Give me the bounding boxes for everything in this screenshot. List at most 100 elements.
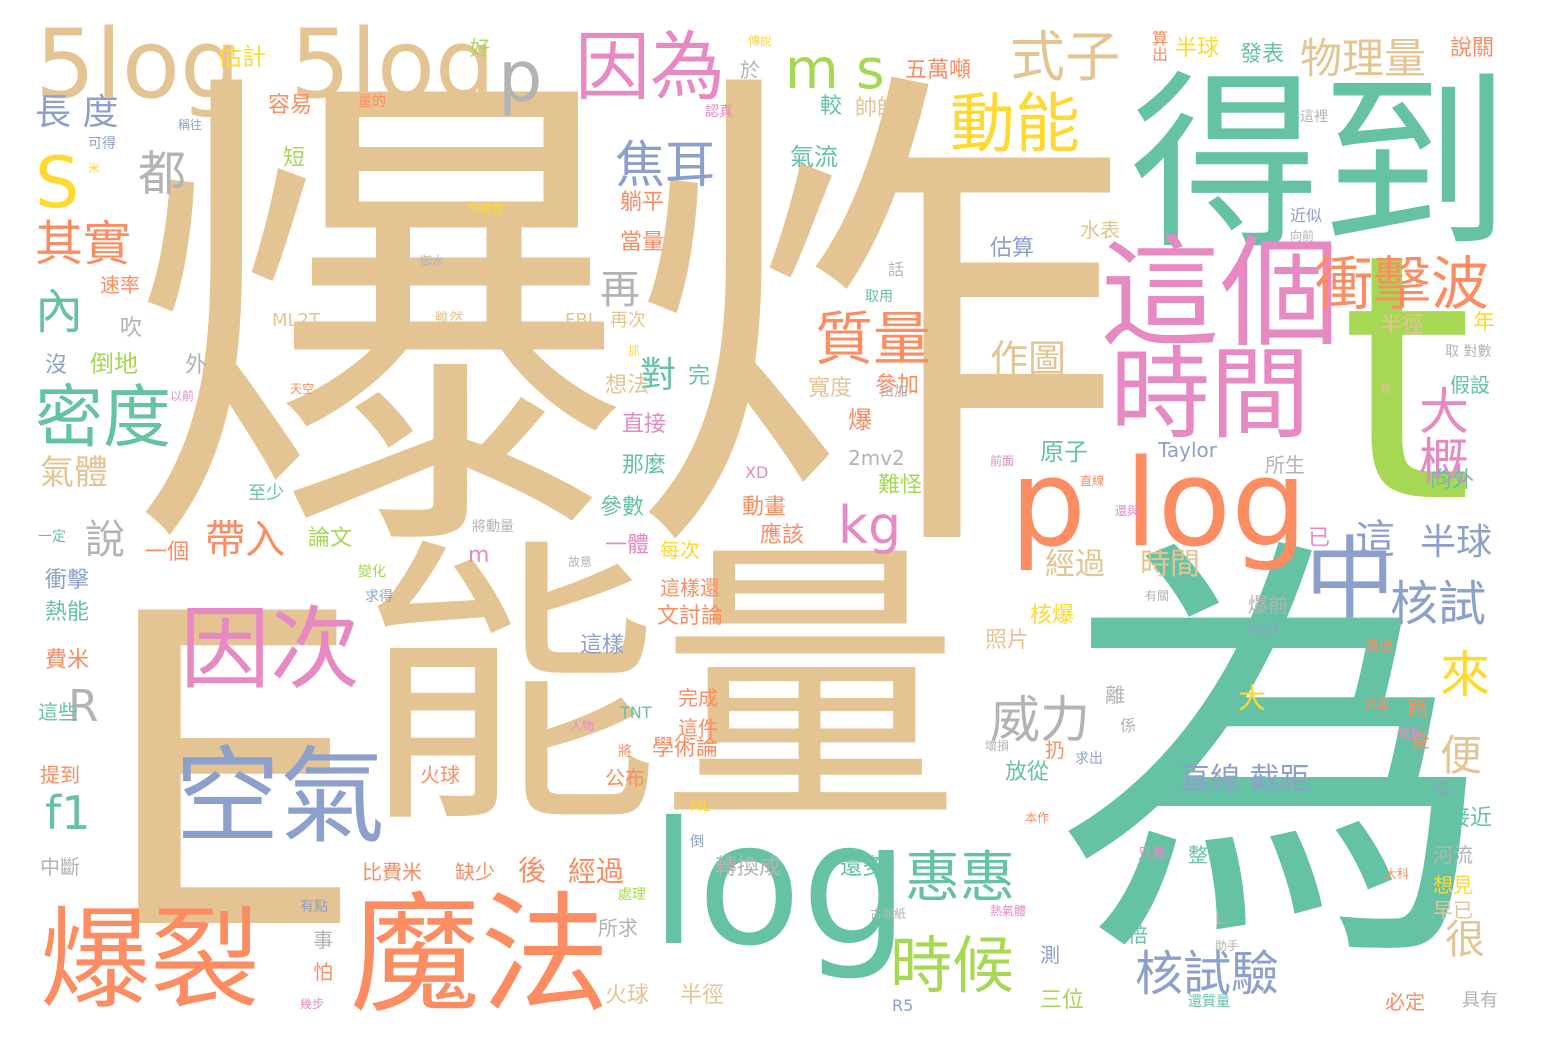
word: 完成 [678, 686, 718, 710]
word: 已 [1308, 526, 1331, 551]
word: 必定 [1385, 990, 1425, 1014]
word: 雖然 [435, 311, 463, 327]
word: 後 [518, 854, 547, 887]
word: ML [690, 799, 710, 815]
word: L [1215, 908, 1226, 929]
word: 焦耳 [615, 136, 715, 194]
word: 經過 [568, 855, 625, 888]
word: m s [785, 37, 885, 101]
word: 熱能 [45, 600, 90, 625]
word: 吹 [120, 316, 143, 341]
word: 向前 [1290, 229, 1315, 243]
word: log [650, 786, 910, 984]
word: 古著紙 [870, 907, 907, 921]
word: 都 [138, 146, 187, 202]
word: 估算 [990, 236, 1035, 261]
word: 爆裂 [40, 896, 260, 1024]
word: 算出 [1149, 30, 1168, 62]
word: 假設 [1450, 373, 1490, 397]
word: ML2T [272, 310, 321, 331]
word: 查 [1410, 728, 1430, 752]
word: kg [838, 496, 902, 556]
word: 費米 [45, 648, 90, 673]
word: 大 [1238, 682, 1267, 715]
word: 很 [1445, 917, 1485, 963]
word: 便 [1440, 731, 1483, 780]
word: 怕 [313, 960, 333, 984]
word: 時候 [890, 929, 1015, 1002]
word: 量的 [358, 94, 386, 110]
word: 參加 [875, 373, 920, 398]
word: 難怪 [878, 473, 923, 498]
word: 說關 [1450, 36, 1495, 61]
word: 質量 [815, 305, 932, 373]
word: 還多 [840, 855, 885, 880]
word: 米 [88, 161, 101, 175]
word: 內 [35, 284, 84, 340]
word: S [35, 142, 80, 224]
word: 將動量 [472, 519, 514, 535]
word: 幾步 [300, 997, 325, 1011]
word: 本作 [1025, 811, 1050, 825]
word: 再次 [610, 310, 646, 331]
word: 大概 [1411, 385, 1469, 485]
word: R [68, 681, 99, 732]
word: 2mv2 [848, 446, 905, 470]
word: 倒地 [90, 350, 138, 378]
word: R5 [892, 996, 914, 1015]
word: 向外 [1430, 468, 1475, 493]
word: 完 [688, 364, 711, 389]
word: p [498, 36, 543, 118]
word: 爆前 [1248, 593, 1288, 617]
word: 半球 [1175, 36, 1220, 61]
word: 具有 [1462, 990, 1498, 1011]
word: logR [1248, 621, 1280, 637]
word: 沒 [45, 353, 68, 378]
word: 說 [85, 517, 125, 563]
word: 係 [1120, 716, 1137, 735]
word: 還與 [1115, 504, 1140, 518]
word: 直線 截距 [1180, 762, 1310, 797]
word: 至少 [248, 483, 284, 504]
word: 將 [618, 744, 632, 760]
word: 直接 [622, 412, 667, 437]
word: 核試驗 [1135, 946, 1280, 1002]
word: 會 [1380, 382, 1393, 396]
word: 大科 [1385, 867, 1410, 881]
word: 於 [740, 58, 760, 82]
word: 還質量 [1188, 994, 1230, 1010]
word: 處理 [618, 887, 646, 903]
word: 這個 [1100, 225, 1340, 364]
word: 只差 [1138, 846, 1166, 862]
word: 場景 [1398, 727, 1423, 741]
word: 惠惠 [905, 845, 1016, 909]
word: 火球 [420, 763, 460, 787]
word: 來 [1440, 646, 1490, 704]
word: 事 [313, 928, 333, 952]
word: 氣體 [40, 453, 108, 493]
word: 有關 [1145, 589, 1170, 603]
word: Taylor [1158, 438, 1218, 462]
word: 可得 [88, 136, 116, 152]
word: 中斷 [40, 855, 80, 879]
word: 長 度 [35, 92, 119, 133]
word: 較 [820, 94, 843, 119]
word: 核爆 [1030, 603, 1075, 628]
word: 估計 [218, 43, 266, 71]
word: 容易 [268, 93, 313, 118]
word: 半球 [1420, 522, 1493, 563]
word: 學家費 [468, 202, 505, 216]
word: 測 [1040, 943, 1060, 967]
word: 抓 [628, 344, 641, 358]
word: 對 [640, 355, 677, 396]
word: f1 [45, 786, 91, 840]
word: 密度 [35, 379, 172, 458]
word: FBI [565, 310, 594, 331]
word: 動畫 [742, 495, 787, 520]
word: 這件 [678, 716, 718, 740]
word: 物理量 [1300, 34, 1427, 83]
word: 傳說 [748, 34, 773, 48]
word: 前面 [990, 454, 1015, 468]
word: E [96, 525, 368, 1025]
